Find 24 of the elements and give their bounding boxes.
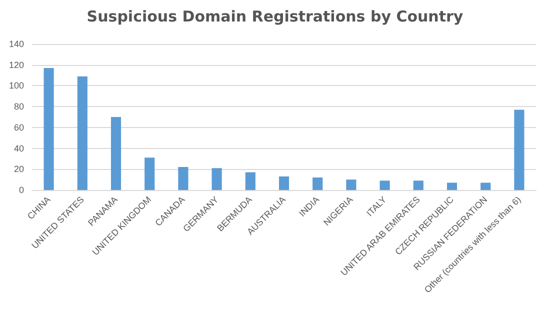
chart-title: Suspicious Domain Registrations by Country [86,8,464,26]
bar [212,168,222,190]
bar [245,172,256,190]
bar [480,182,491,190]
y-tick-label: 120 [8,60,24,70]
bar [413,180,424,190]
y-tick-label: 20 [14,164,24,174]
y-tick-label: 80 [14,102,24,112]
bar [380,180,390,190]
bar [278,176,290,190]
bar [514,110,524,190]
y-tick-label: 60 [14,122,24,132]
bar [144,158,155,190]
y-tick-label: 40 [14,143,24,154]
bar [110,117,122,190]
bar [44,68,54,190]
bar [346,180,356,190]
y-tick-label: 100 [8,80,24,91]
bar [77,76,88,190]
bar [312,177,323,190]
bar [178,167,188,190]
bar [446,182,458,190]
y-tick-label: 0 [18,185,24,195]
y-tick-label: 140 [8,39,24,49]
